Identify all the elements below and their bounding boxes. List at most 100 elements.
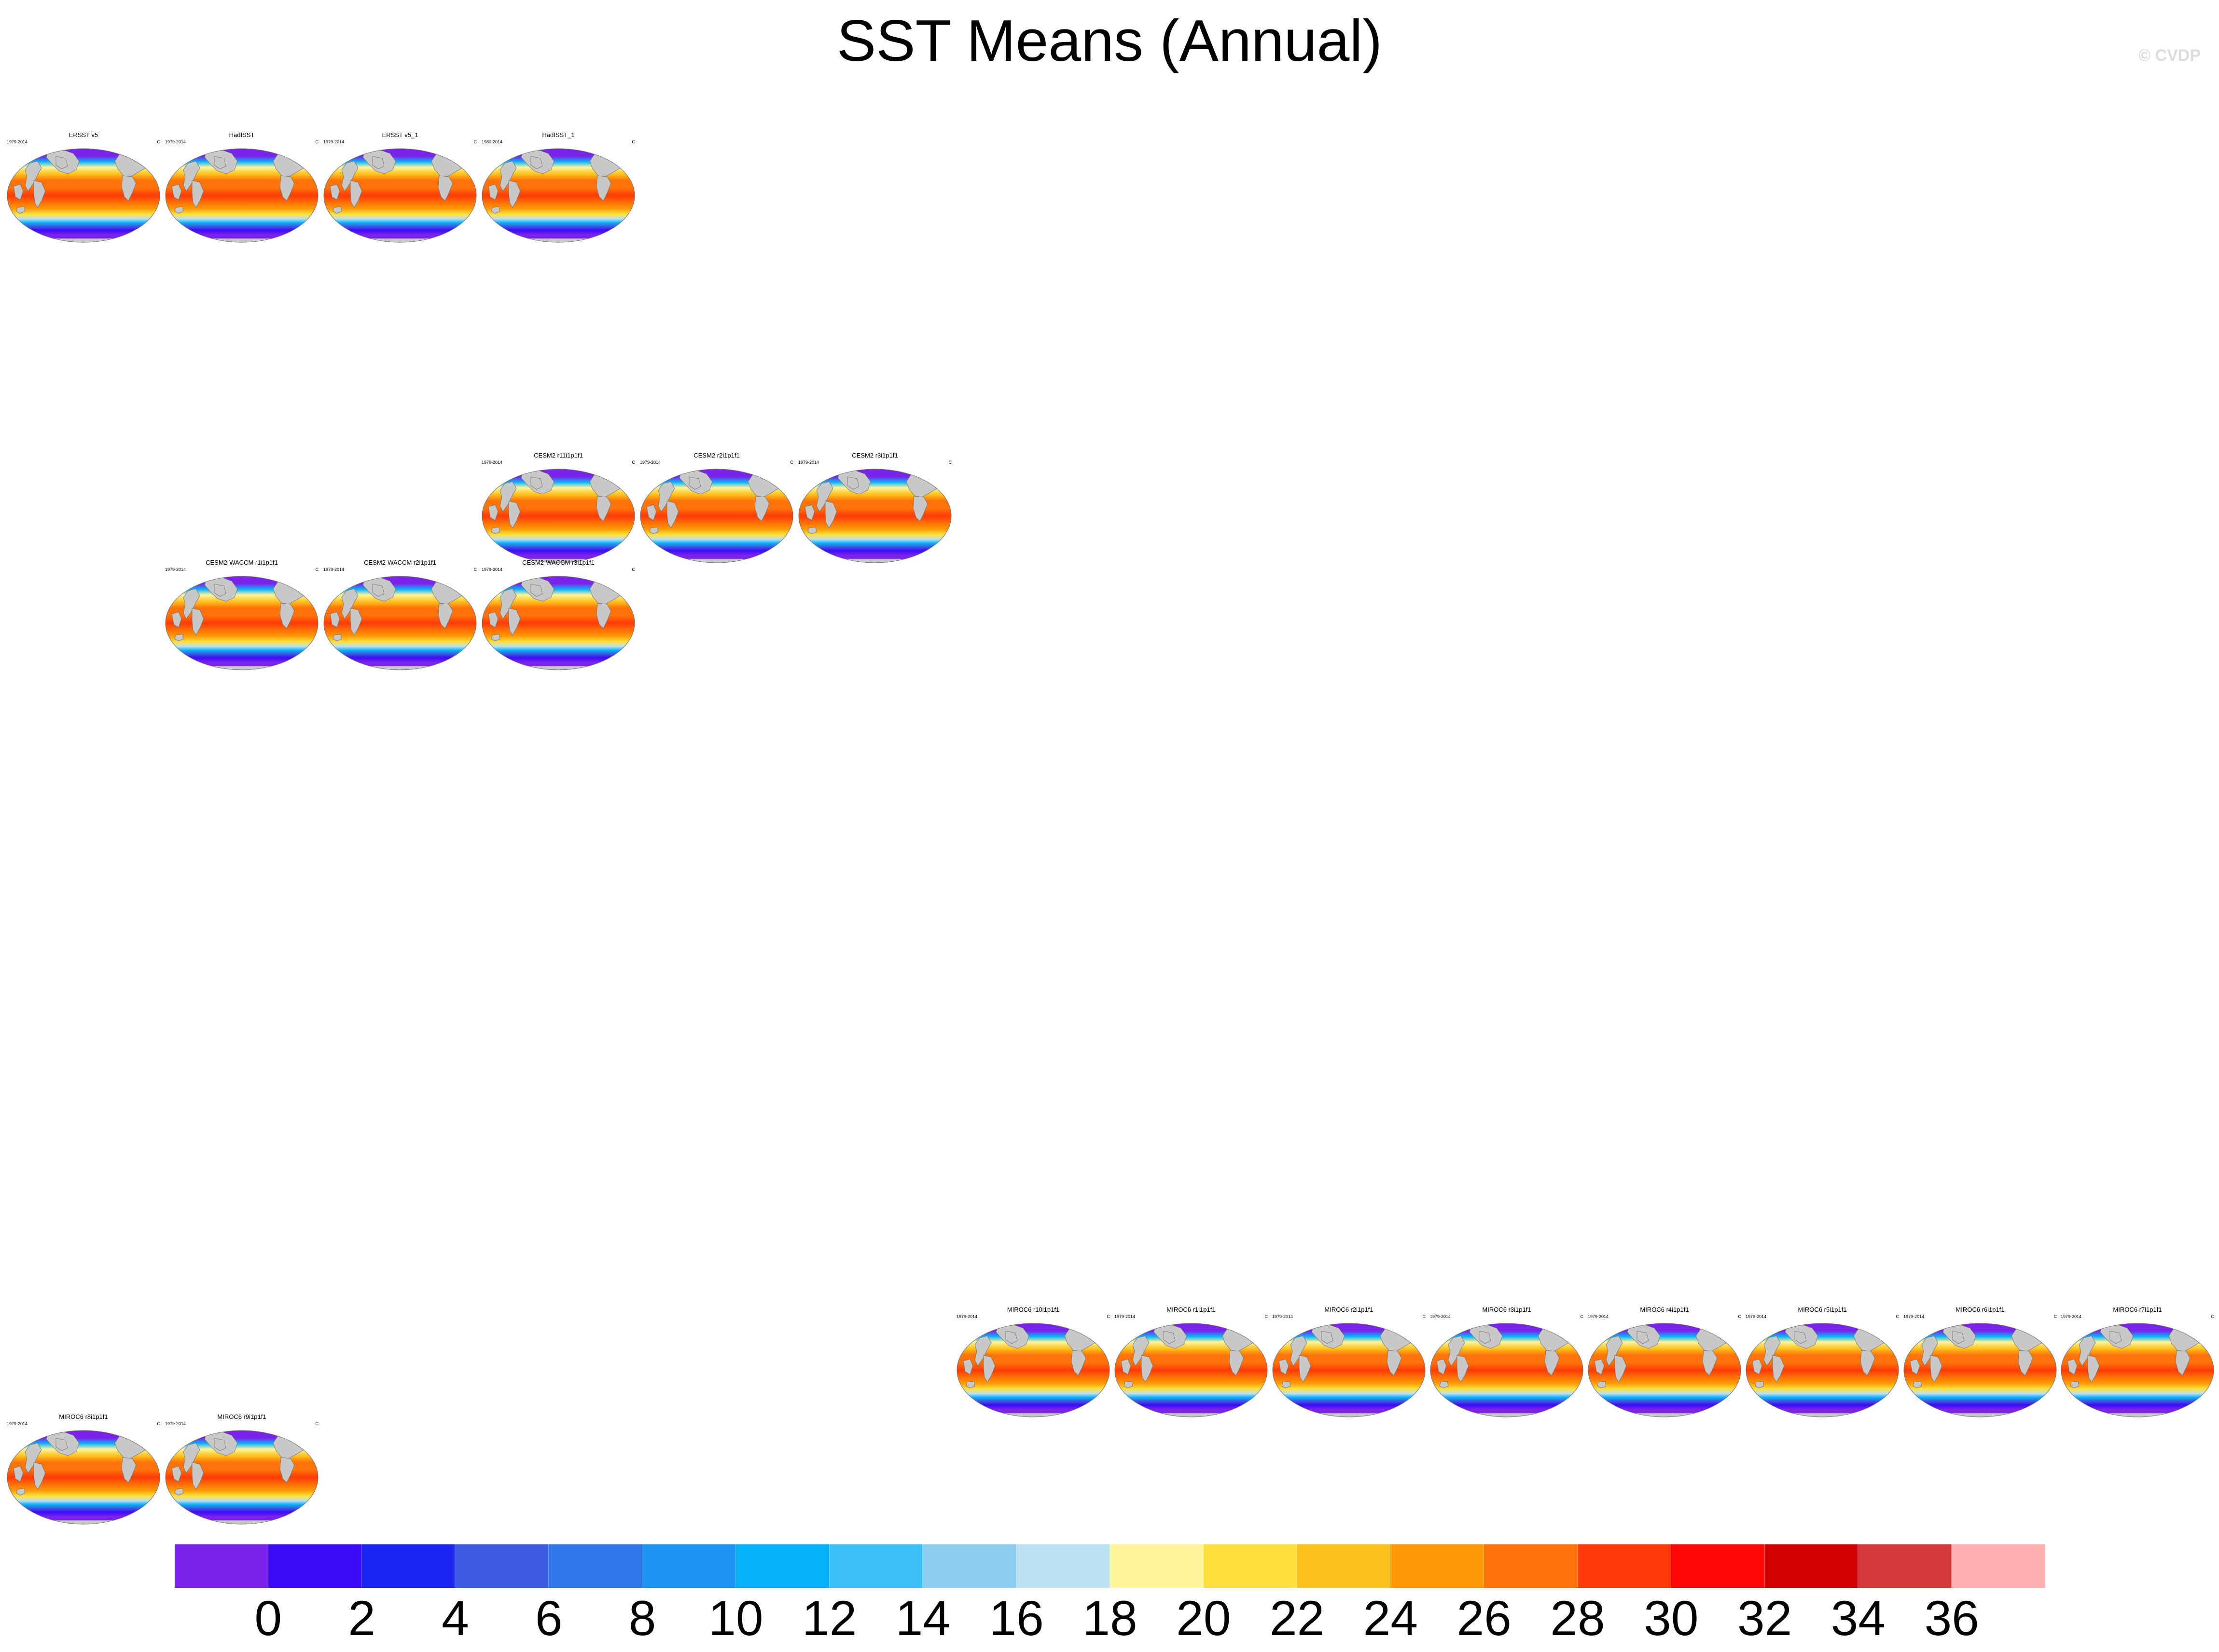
sst-map	[165, 1430, 319, 1525]
landmass	[689, 476, 701, 490]
landmass	[33, 1462, 46, 1490]
landmass	[171, 611, 182, 628]
landmass	[324, 238, 476, 242]
panel-unit: C	[1107, 1314, 1110, 1319]
colorbar-label: 26	[1456, 1591, 1512, 1646]
landmass	[596, 603, 611, 629]
panel-years: 1979-2014	[165, 567, 186, 572]
landmass	[25, 1443, 42, 1473]
landmass	[1299, 1355, 1311, 1383]
sst-map	[482, 469, 635, 563]
panel-unit: C	[790, 460, 794, 465]
landmass	[166, 1520, 318, 1524]
panel-title: HadISST_1	[542, 131, 575, 139]
landmass	[1910, 1359, 1920, 1375]
colorbar-label: 28	[1550, 1591, 1605, 1646]
map-panel: CESM2-WACCM r1i1p1f1 1979-2014 C	[164, 559, 319, 673]
landmass	[1921, 1335, 1939, 1366]
colorbar-box	[1297, 1544, 1391, 1588]
landmass	[1606, 1335, 1623, 1366]
landmass	[1163, 1331, 1176, 1344]
landmass	[333, 634, 342, 641]
panel-title: MIROC6 r5i1p1f1	[1798, 1306, 1847, 1313]
map-outline	[957, 1323, 1110, 1417]
panel-unit: C	[1896, 1314, 1900, 1319]
map-outline	[323, 576, 477, 670]
colorbar-box	[268, 1544, 362, 1588]
landmass	[1952, 1331, 1965, 1344]
landmass	[214, 1438, 226, 1451]
landmass	[1860, 1350, 1875, 1376]
landmass	[1772, 1355, 1785, 1383]
colorbar-box	[1110, 1544, 1204, 1588]
landmass	[646, 504, 657, 521]
colorbar-label: 20	[1176, 1591, 1231, 1646]
colorbar-label: 10	[708, 1591, 763, 1646]
colorbar-box	[1952, 1544, 2045, 1588]
sst-map	[2061, 1323, 2214, 1417]
map-outline	[1588, 1323, 1741, 1417]
colorbar-label: 14	[895, 1591, 951, 1646]
colorbar-label: 24	[1363, 1591, 1418, 1646]
landmass	[1544, 1350, 1560, 1376]
map-outline	[1430, 1323, 1583, 1417]
landmass	[2018, 1350, 2033, 1376]
landmass	[350, 608, 362, 636]
panel-title: CESM2-WACCM r3i1p1f1	[522, 559, 595, 566]
panel-unit: C	[2053, 1314, 2057, 1319]
colorbar-label: 18	[1082, 1591, 1137, 1646]
colorbar-label: 0	[254, 1591, 282, 1646]
panel-title: MIROC6 r9i1p1f1	[217, 1413, 266, 1420]
landmass	[183, 588, 200, 619]
colorbar-box	[1016, 1544, 1110, 1588]
landmass	[25, 161, 42, 192]
landmass	[279, 175, 295, 201]
landmass	[174, 634, 184, 641]
panel-years: 1979-2014	[7, 139, 28, 144]
colorbar-label: 4	[442, 1591, 469, 1646]
panel-years: 1979-2014	[798, 460, 819, 465]
colorbar-label: 12	[802, 1591, 857, 1646]
panel-years: 1979-2014	[165, 1421, 186, 1426]
landmass	[1229, 1350, 1244, 1376]
map-panel: CESM2-WACCM r2i1p1f1 1979-2014 C	[322, 559, 478, 673]
panel-unit: C	[473, 139, 477, 144]
landmass	[974, 1335, 992, 1366]
landmass	[963, 1359, 973, 1375]
landmass	[192, 1462, 204, 1490]
landmass	[7, 1520, 160, 1524]
sst-map	[1588, 1323, 1741, 1417]
landmass	[658, 481, 675, 512]
landmass	[1755, 1381, 1764, 1388]
panel-title: MIROC6 r3i1p1f1	[1482, 1306, 1531, 1313]
colorbar-label: 16	[989, 1591, 1044, 1646]
panel-title: CESM2 r2i1p1f1	[693, 452, 740, 459]
map-outline	[165, 576, 319, 670]
panel-unit: C	[632, 139, 636, 144]
panel-title: CESM2-WACCM r2i1p1f1	[364, 559, 436, 566]
landmass	[438, 175, 453, 201]
landmass	[438, 603, 453, 629]
map-panel: ERSST v5 1979-2014 C	[6, 131, 161, 245]
landmass	[1746, 1413, 1899, 1417]
colorbar-label: 36	[1924, 1591, 1979, 1646]
map-panel: MIROC6 r10i1p1f1 1979-2014 C	[956, 1306, 1111, 1420]
panel-unit: C	[157, 139, 161, 144]
landmass	[16, 1488, 26, 1496]
panel-unit: C	[2211, 1314, 2215, 1319]
map-outline	[482, 469, 635, 563]
colorbar-label: 8	[628, 1591, 656, 1646]
map-outline	[2061, 1323, 2214, 1417]
map-outline	[1272, 1323, 1426, 1417]
map-panel: MIROC6 r6i1p1f1 1979-2014 C	[1902, 1306, 2058, 1420]
map-outline	[482, 576, 635, 670]
landmass	[1456, 1355, 1469, 1383]
colorbar-box	[1858, 1544, 1952, 1588]
panel-years: 1979-2014	[165, 139, 186, 144]
landmass	[1281, 1381, 1291, 1388]
landmass	[491, 527, 500, 534]
landmass	[13, 1466, 24, 1482]
sst-map	[1272, 1323, 1426, 1417]
panel-title: MIROC6 r6i1p1f1	[1955, 1306, 2005, 1313]
map-outline	[165, 1430, 319, 1525]
